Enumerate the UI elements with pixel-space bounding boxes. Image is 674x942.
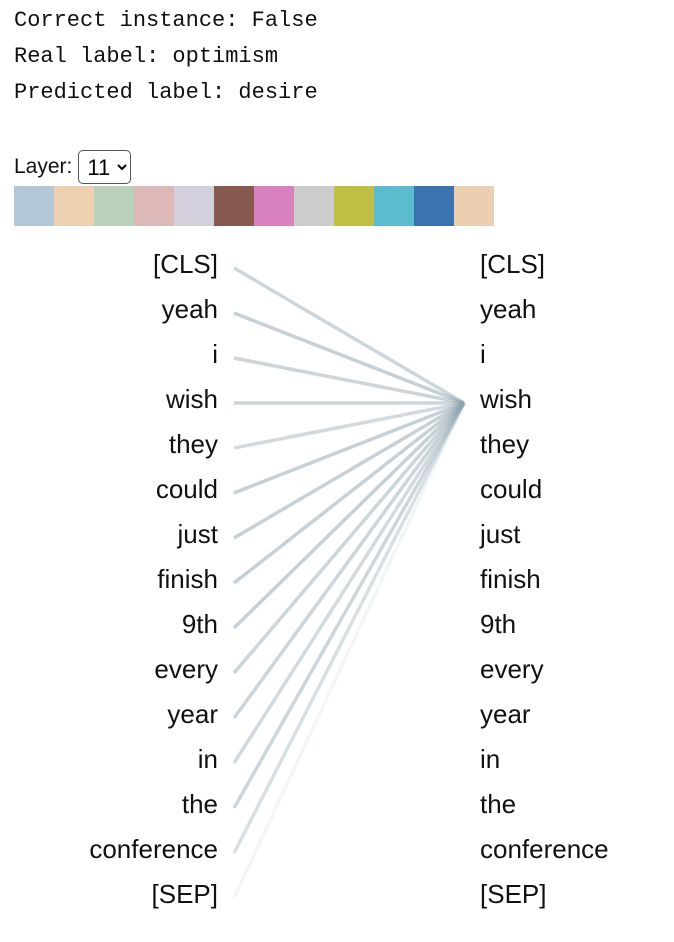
head-swatch[interactable] xyxy=(174,186,214,226)
right-token: year xyxy=(480,699,531,729)
left-token: wish xyxy=(165,384,218,414)
head-swatch[interactable] xyxy=(334,186,374,226)
left-token: year xyxy=(167,699,218,729)
right-token: they xyxy=(480,429,529,459)
attention-line xyxy=(233,401,465,495)
head-swatch[interactable] xyxy=(54,186,94,226)
left-token: [CLS] xyxy=(153,249,218,279)
info-line: Predicted label: desire xyxy=(14,80,318,105)
attention-line xyxy=(233,356,465,405)
attention-line xyxy=(232,401,466,720)
attention-line xyxy=(233,401,465,540)
info-line: Real label: optimism xyxy=(14,44,279,69)
layer-label: Layer: xyxy=(14,155,73,178)
head-swatch[interactable] xyxy=(14,186,54,226)
head-swatch[interactable] xyxy=(294,186,334,226)
left-token: every xyxy=(154,654,218,684)
right-token: in xyxy=(480,744,500,774)
layer-control: Layer: 11 xyxy=(14,150,132,184)
left-token: they xyxy=(169,429,218,459)
head-swatch[interactable] xyxy=(94,186,134,226)
left-token: yeah xyxy=(162,294,218,324)
layer-select[interactable]: 11 xyxy=(78,150,132,184)
left-token: the xyxy=(182,789,218,819)
head-swatch[interactable] xyxy=(134,186,174,226)
attention-line xyxy=(232,401,466,585)
attention-line xyxy=(233,266,465,405)
right-token: [CLS] xyxy=(480,249,545,279)
left-token: 9th xyxy=(182,609,218,639)
left-token: finish xyxy=(157,564,218,594)
left-token: could xyxy=(156,474,218,504)
right-token: could xyxy=(480,474,542,504)
attention-line xyxy=(233,311,465,405)
left-token: in xyxy=(198,744,218,774)
right-token: every xyxy=(480,654,544,684)
attention-line xyxy=(232,402,466,854)
right-token: finish xyxy=(480,564,541,594)
left-token: [SEP] xyxy=(152,879,218,909)
right-token: 9th xyxy=(480,609,516,639)
head-swatches xyxy=(14,186,494,226)
right-token: wish xyxy=(479,384,532,414)
left-token: just xyxy=(177,519,219,549)
attention-line xyxy=(232,402,466,809)
attention-line xyxy=(232,402,466,899)
head-swatch[interactable] xyxy=(414,186,454,226)
attention-line xyxy=(232,402,466,764)
head-swatch[interactable] xyxy=(454,186,494,226)
head-swatch[interactable] xyxy=(374,186,414,226)
head-swatch[interactable] xyxy=(214,186,254,226)
right-token: yeah xyxy=(480,294,536,324)
attention-line xyxy=(232,401,466,630)
right-token: [SEP] xyxy=(480,879,546,909)
head-swatch[interactable] xyxy=(254,186,294,226)
left-token: i xyxy=(212,339,218,369)
left-token: conference xyxy=(89,834,218,864)
right-token: just xyxy=(479,519,521,549)
right-token: the xyxy=(480,789,516,819)
right-token: i xyxy=(480,339,486,369)
attention-line xyxy=(232,401,466,675)
info-line: Correct instance: False xyxy=(14,8,318,33)
attention-line xyxy=(233,401,465,450)
right-token: conference xyxy=(480,834,609,864)
